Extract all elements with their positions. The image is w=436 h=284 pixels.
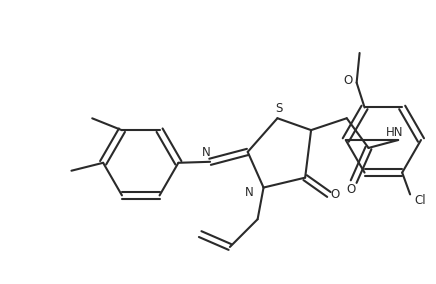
Text: HN: HN [385,126,403,139]
Text: S: S [276,102,283,115]
Text: O: O [346,183,355,196]
Text: N: N [202,146,211,159]
Text: O: O [343,74,352,87]
Text: Cl: Cl [414,194,426,207]
Text: N: N [245,186,254,199]
Text: O: O [330,188,340,201]
